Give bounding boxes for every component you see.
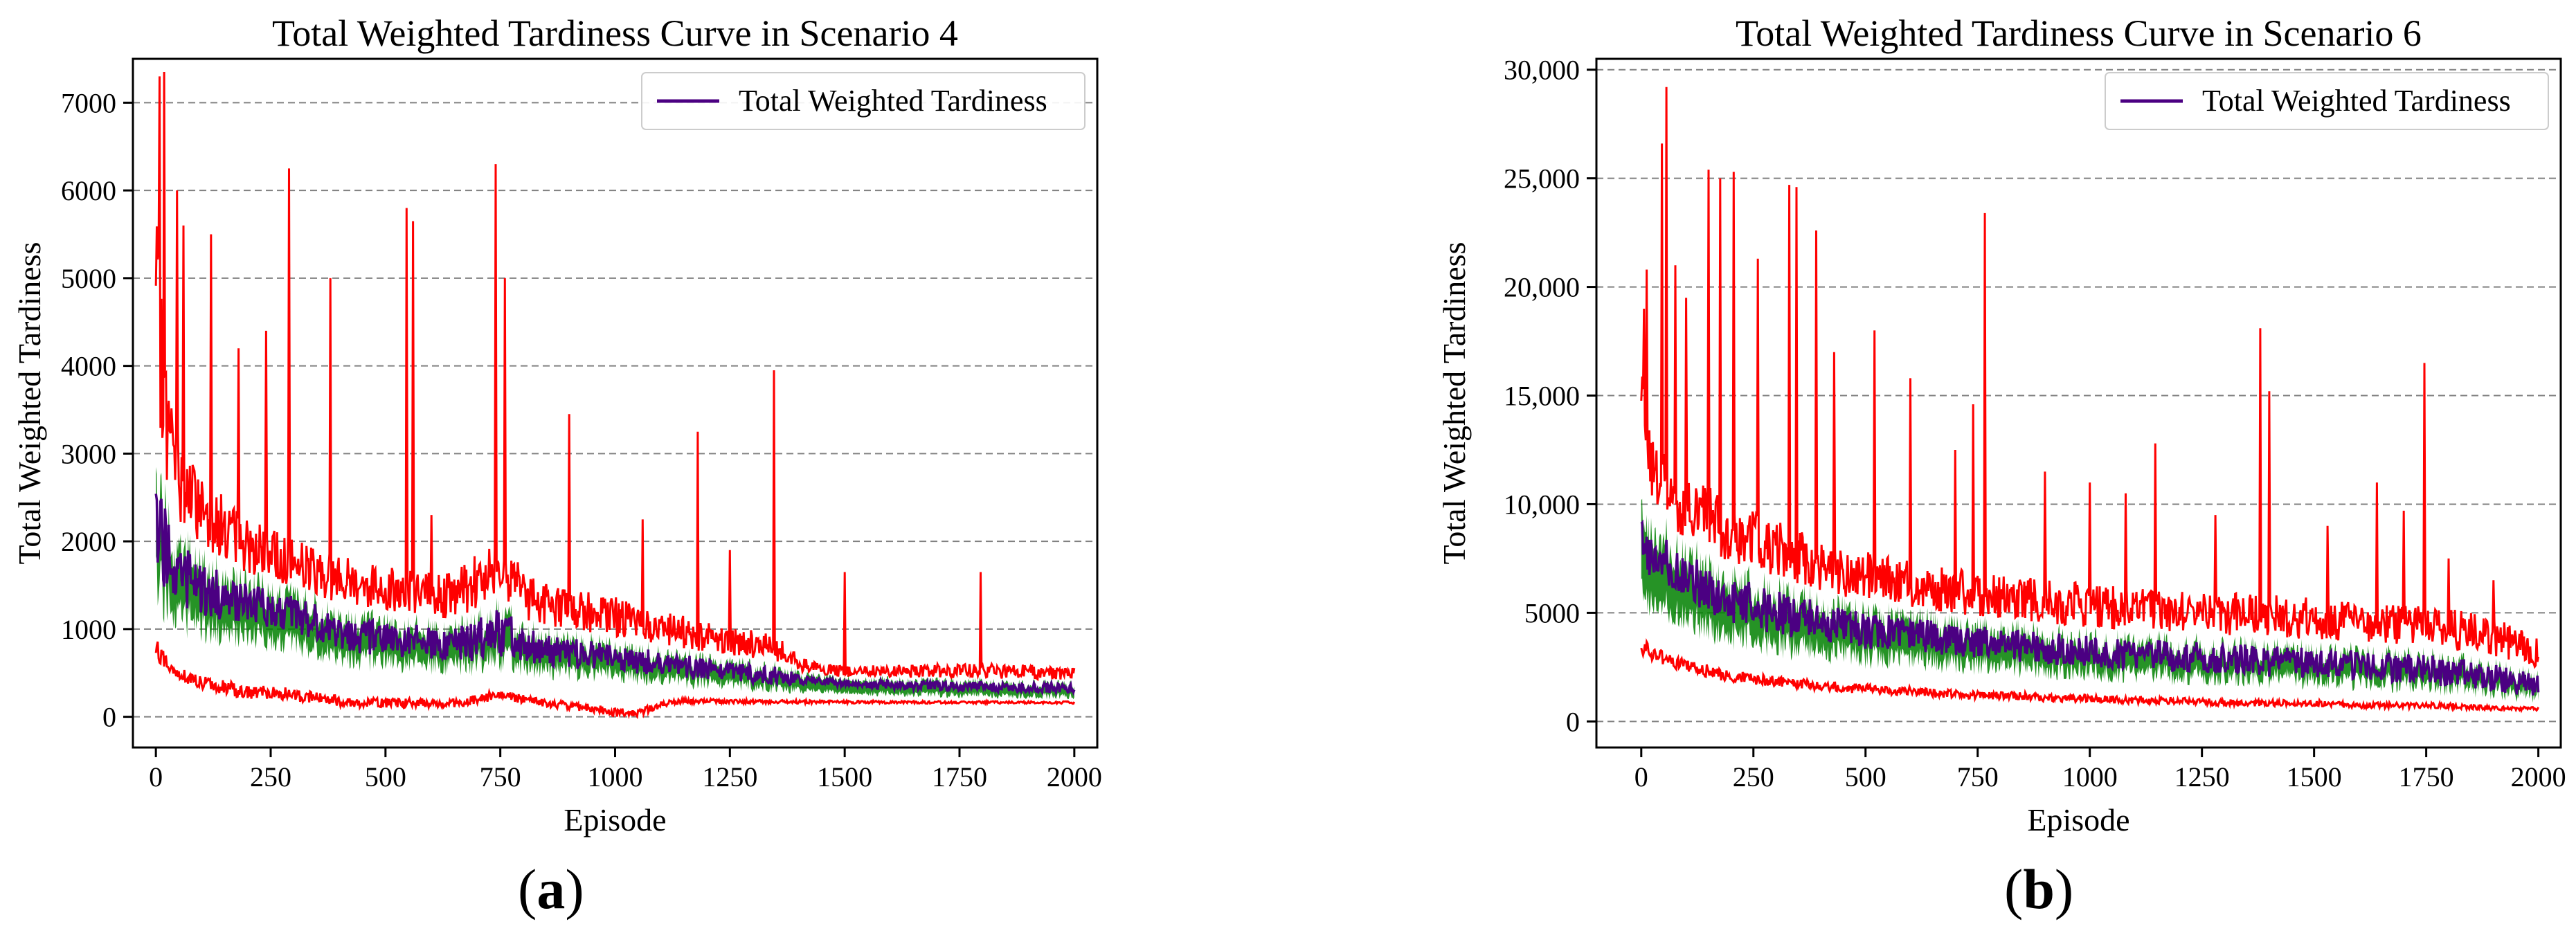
xtick-label-c0-0: 0 bbox=[149, 761, 163, 792]
xtick-label-c1-4: 1000 bbox=[2062, 761, 2118, 792]
xtick-label-c0-3: 750 bbox=[480, 761, 521, 792]
xtick-label-c1-7: 1750 bbox=[2399, 761, 2454, 792]
ytick-label-c0-3: 3000 bbox=[61, 438, 116, 469]
ytick-label-c1-1: 5000 bbox=[1524, 597, 1580, 628]
ytick-label-c0-6: 6000 bbox=[61, 175, 116, 206]
ytick-label-c1-2: 10,000 bbox=[1504, 489, 1580, 520]
chart-panel-b: 0 250 500 750 1000 1250 1500 1750 2000 0 5000 10,00… bbox=[1288, 0, 2576, 933]
series-min-c0 bbox=[154, 641, 1076, 720]
chart-a: 0 250 500 750 1000 1250 1500 1750 2000 0 1000 2000 3… bbox=[12, 12, 1102, 837]
xtick-label-c0-2: 500 bbox=[365, 761, 406, 792]
series-max-c0 bbox=[154, 71, 1076, 682]
xtick-label-c0-4: 1000 bbox=[588, 761, 643, 792]
xtick-label-c0-7: 1750 bbox=[932, 761, 987, 792]
xtick-label-c1-6: 1500 bbox=[2287, 761, 2342, 792]
ytick-label-c0-4: 4000 bbox=[61, 351, 116, 382]
caption-a: (a) bbox=[518, 858, 584, 921]
legend-label-c1: Total Weighted Tardiness bbox=[2202, 84, 2511, 118]
caption-b: (b) bbox=[2004, 858, 2074, 921]
ytick-label-c1-6: 30,000 bbox=[1504, 55, 1580, 86]
legend-label-c0: Total Weighted Tardiness bbox=[739, 84, 1047, 118]
chart-b: 0 250 500 750 1000 1250 1500 1750 2000 0 5000 10,00… bbox=[1436, 12, 2566, 837]
ytick-label-c0-1: 1000 bbox=[61, 614, 116, 645]
legend-box-c1 bbox=[2105, 72, 2549, 130]
xtick-label-c0-5: 1250 bbox=[702, 761, 757, 792]
ytick-label-c0-7: 7000 bbox=[61, 87, 116, 118]
ytick-label-c1-0: 0 bbox=[1566, 706, 1580, 737]
xtick-label-c0-1: 250 bbox=[250, 761, 291, 792]
xtick-label-c1-5: 1250 bbox=[2174, 761, 2230, 792]
series-mean-c1 bbox=[1640, 519, 2540, 696]
series-band-c1 bbox=[1641, 498, 2539, 703]
ytick-label-c1-3: 15,000 bbox=[1504, 381, 1580, 412]
xtick-label-c1-0: 0 bbox=[1634, 761, 1648, 792]
xtick-label-c0-8: 2000 bbox=[1047, 761, 1102, 792]
chart-title-c1: Total Weighted Tardiness Curve in Scenar… bbox=[1736, 12, 2422, 54]
xtick-label-c1-1: 250 bbox=[1733, 761, 1774, 792]
legend-box-c0 bbox=[641, 72, 1086, 130]
chart-panel-a: 0 250 500 750 1000 1250 1500 1750 2000 0 1000 2000 3… bbox=[12, 12, 1102, 921]
y-axis-label-c0: Total Weighted Tardiness bbox=[12, 242, 47, 565]
ytick-label-c0-2: 2000 bbox=[61, 526, 116, 557]
series-mean-c0 bbox=[154, 493, 1076, 697]
xtick-label-c0-6: 1500 bbox=[817, 761, 872, 792]
series-min-c1 bbox=[1640, 637, 2539, 714]
x-axis-label-c0: Episode bbox=[564, 802, 666, 837]
x-axis-label-c1: Episode bbox=[2027, 802, 2129, 837]
ytick-label-c0-0: 0 bbox=[102, 702, 116, 733]
y-axis-label-c1: Total Weighted Tardiness bbox=[1436, 242, 1472, 565]
xtick-label-c1-2: 500 bbox=[1845, 761, 1886, 792]
chart-title-c0: Total Weighted Tardiness Curve in Scenar… bbox=[272, 12, 958, 54]
ytick-label-c1-4: 20,000 bbox=[1504, 272, 1580, 303]
ytick-label-c1-5: 25,000 bbox=[1504, 163, 1580, 194]
plot-frame-c1 bbox=[1595, 57, 2562, 749]
series-max-c1 bbox=[1640, 87, 2540, 669]
xtick-label-c1-8: 2000 bbox=[2511, 761, 2566, 792]
ytick-label-c0-5: 5000 bbox=[61, 263, 116, 294]
xtick-label-c1-3: 750 bbox=[1957, 761, 1999, 792]
